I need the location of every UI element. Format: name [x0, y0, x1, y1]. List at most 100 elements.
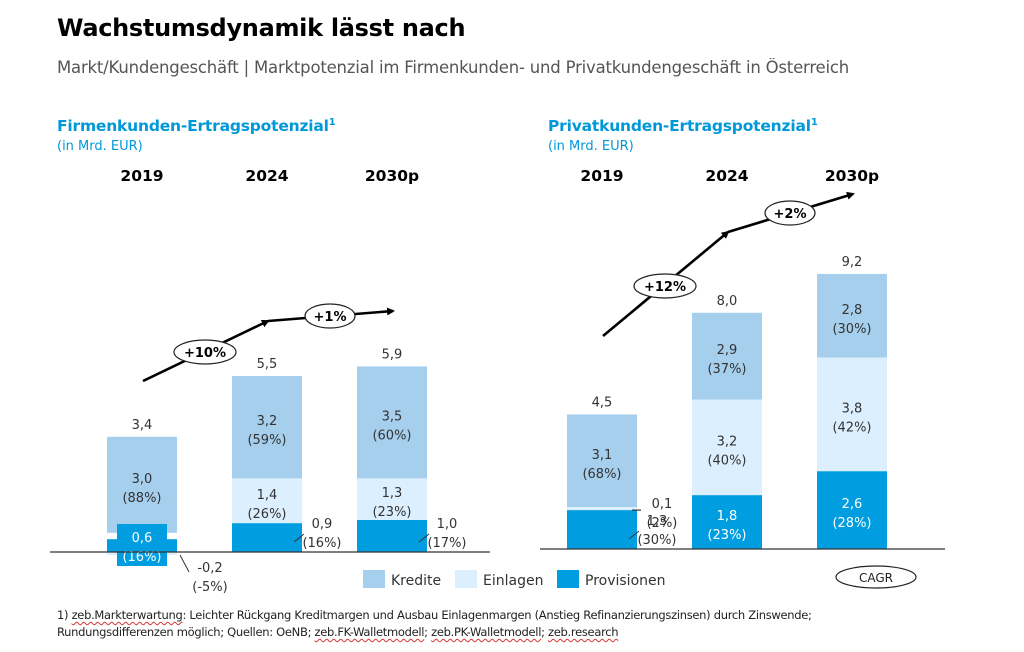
- legend-swatch-einlagen: [455, 570, 477, 588]
- data-label-kredite-share: (60%): [372, 428, 411, 443]
- footnote-source: zeb.PK-Walletmodell: [431, 625, 542, 639]
- footnote-line-2: Rundungsdifferenzen möglich; Quellen: Oe…: [57, 624, 1017, 641]
- data-label-kredite: 3,5: [382, 409, 403, 424]
- data-label-einlagen: 3,8: [842, 401, 863, 416]
- leader-line: [418, 533, 430, 543]
- bar-segment-kredite: [692, 312, 762, 400]
- page-subtitle: Markt/Kundengeschäft | Marktpotenzial im…: [57, 58, 850, 77]
- x-tick-label: 2030p: [825, 167, 879, 185]
- legend-label-provisionen: Provisionen: [585, 573, 666, 589]
- data-label-einlagen-share: (42%): [832, 420, 871, 435]
- footnote-source: zeb.research: [548, 625, 619, 639]
- cagr-legend-ellipse: [835, 565, 917, 589]
- cagr-label: +2%: [774, 207, 807, 222]
- bar-total-label: 9,2: [842, 255, 863, 270]
- bar-total-label: 3,4: [132, 418, 153, 433]
- data-label-kredite-share: (30%): [832, 322, 871, 337]
- bar-segment-provisionen: [232, 523, 302, 552]
- data-label-provisionen: 1,0: [437, 517, 458, 532]
- footnote-source: zeb.Markterwartung: [71, 608, 183, 622]
- x-tick-label: 2024: [705, 167, 748, 185]
- leader-line: [293, 533, 305, 543]
- footnote-text: ;: [424, 625, 432, 639]
- chart-title-text: Firmenkunden-Ertragspotenzial: [57, 117, 329, 136]
- legend-label-kredite: Kredite: [391, 573, 441, 589]
- legend: Kredite Einlagen Provisionen: [363, 570, 666, 589]
- data-label-einlagen-share: (26%): [247, 507, 286, 522]
- data-label-kredite-share: (59%): [247, 433, 286, 448]
- cagr-ellipse: [304, 303, 356, 329]
- bar-segment-einlagen: [357, 478, 427, 520]
- chart-unit-firmenkunden: (in Mrd. EUR): [57, 139, 143, 154]
- legend-swatch-kredite: [363, 570, 385, 588]
- bar-segment-kredite: [107, 436, 177, 533]
- bar-segment-kredite: [567, 414, 637, 508]
- bar-total-label: 5,9: [382, 347, 403, 362]
- data-label-provisionen-share: (28%): [832, 516, 871, 531]
- footnote-marker: 1: [328, 117, 336, 128]
- chart-title-privatkunden: Privatkunden-Ertragspotenzial1: [548, 117, 818, 135]
- chart-unit-privatkunden: (in Mrd. EUR): [548, 139, 634, 154]
- footnote-text: Rundungsdifferenzen möglich; Quellen: Oe…: [57, 625, 315, 639]
- bar-segment-provisionen: [817, 471, 887, 549]
- x-tick-label: 2024: [245, 167, 288, 185]
- bar-segment-provisionen: [357, 520, 427, 552]
- data-label-kredite: 3,1: [592, 448, 613, 463]
- data-label-einlagen-share: (2%): [647, 516, 678, 531]
- data-label-kredite-share: (68%): [582, 467, 621, 482]
- footnote-source: zeb.FK-Walletmodell: [314, 625, 425, 639]
- footnote-marker: 1: [810, 117, 818, 128]
- footnote-text: 1): [57, 608, 72, 622]
- cagr-ellipse: [764, 200, 816, 226]
- legend-swatch-provisionen: [557, 570, 579, 588]
- legend-label-einlagen: Einlagen: [483, 573, 543, 589]
- data-label-einlagen-share: (23%): [372, 505, 411, 520]
- leader-line: [179, 554, 190, 573]
- data-label-provisionen-share: (16%): [122, 550, 161, 565]
- bar-segment-einlagen: [817, 357, 887, 472]
- bar-segment-einlagen: [567, 507, 637, 511]
- data-label-kredite: 3,0: [132, 472, 153, 487]
- data-label-provisionen: 1,3: [647, 514, 668, 529]
- data-label-kredite: 2,9: [717, 343, 738, 358]
- data-label-einlagen: -0,2: [197, 561, 222, 576]
- cagr-ellipse: [173, 339, 237, 365]
- footnote-line-1: 1) zeb.Markterwartung: Leichter Rückgang…: [57, 607, 1017, 624]
- chart-firmenkunden: 2019 2024 2030p 3,4 3,0 (88%) -0,2 (-5%) 0,6 (16%…: [50, 167, 490, 595]
- cagr-legend-label: CAGR: [859, 571, 893, 585]
- data-label-provisionen-share: (30%): [637, 533, 676, 548]
- data-label-einlagen: 3,2: [717, 434, 738, 449]
- data-label-kredite: 2,8: [842, 303, 863, 318]
- cagr-legend: CAGR: [835, 565, 917, 589]
- data-label-einlagen-share: (40%): [707, 453, 746, 468]
- footnote-text: ;: [541, 625, 549, 639]
- bar-segment-provisionen: [567, 510, 637, 549]
- bar-segment-kredite: [817, 273, 887, 358]
- data-label-provisionen-share: (17%): [427, 536, 466, 551]
- data-label-einlagen: 1,3: [382, 486, 403, 501]
- bar-total-label: 8,0: [717, 294, 738, 309]
- data-label-provisionen: 2,6: [842, 497, 863, 512]
- x-tick-label: 2030p: [365, 167, 419, 185]
- data-label-provisionen: 0,6: [132, 531, 153, 546]
- data-label-provisionen-share: (23%): [707, 528, 746, 543]
- leader-line: [628, 530, 640, 540]
- data-label-einlagen: 0,1: [652, 497, 673, 512]
- x-tick-label: 2019: [580, 167, 623, 185]
- cagr-ellipse: [633, 273, 697, 299]
- data-label-kredite-share: (88%): [122, 491, 161, 506]
- data-label-einlagen: 1,4: [257, 488, 278, 503]
- cagr-label: +10%: [184, 346, 226, 361]
- data-label-provisionen: 1,8: [717, 509, 738, 524]
- data-label-einlagen-share: (-5%): [192, 580, 227, 595]
- bar-total-label: 4,5: [592, 395, 613, 410]
- chart-title-firmenkunden: Firmenkunden-Ertragspotenzial1: [57, 117, 336, 135]
- page-title: Wachstumsdynamik lässt nach: [57, 14, 466, 42]
- data-label-provisionen-share: (16%): [302, 536, 341, 551]
- data-label-kredite: 3,2: [257, 414, 278, 429]
- data-label-kredite-share: (37%): [707, 362, 746, 377]
- bar-segment-kredite: [232, 376, 302, 479]
- cagr-label: +1%: [314, 310, 347, 325]
- bar-total-label: 5,5: [257, 357, 278, 372]
